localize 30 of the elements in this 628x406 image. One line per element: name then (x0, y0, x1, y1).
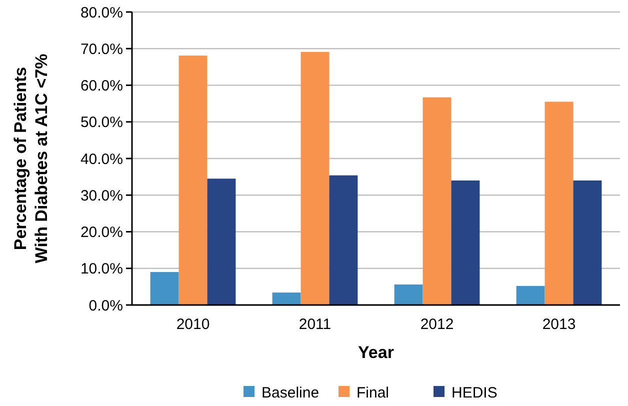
bar (178, 56, 208, 305)
y-tick-label: 20.0% (80, 224, 123, 241)
bar (329, 175, 358, 305)
y-tick-label: 10.0% (80, 260, 123, 278)
bar (422, 97, 452, 305)
bar (394, 284, 423, 305)
bar (451, 180, 480, 305)
bar (573, 180, 602, 305)
bar (544, 102, 574, 305)
x-tick-label: 2012 (420, 316, 454, 333)
y-tick-label: 30.0% (80, 187, 123, 204)
legend-label: Baseline (262, 384, 320, 402)
y-tick-label: 60.0% (80, 78, 123, 94)
y-tick-label: 80.0% (80, 4, 123, 22)
legend-label: Final (356, 384, 390, 402)
legend-label: HEDIS (452, 384, 498, 402)
x-axis-title: Year (358, 343, 394, 362)
y-tick-label: 50.0% (80, 114, 123, 132)
bar (207, 178, 236, 305)
bar (150, 272, 179, 305)
y-tick-label: 0.0% (88, 297, 123, 314)
bar (516, 286, 545, 305)
bar (300, 52, 330, 305)
x-tick-label: 2013 (542, 316, 576, 333)
y-tick-label: 70.0% (80, 40, 123, 58)
x-tick-label: 2010 (176, 316, 210, 333)
y-axis-title: Percentage of Patients With Diabetes at A1C <7% (11, 54, 51, 264)
y-tick-label: 40.0% (80, 150, 123, 168)
bar (272, 292, 301, 305)
x-tick-label: 2011 (298, 316, 332, 333)
